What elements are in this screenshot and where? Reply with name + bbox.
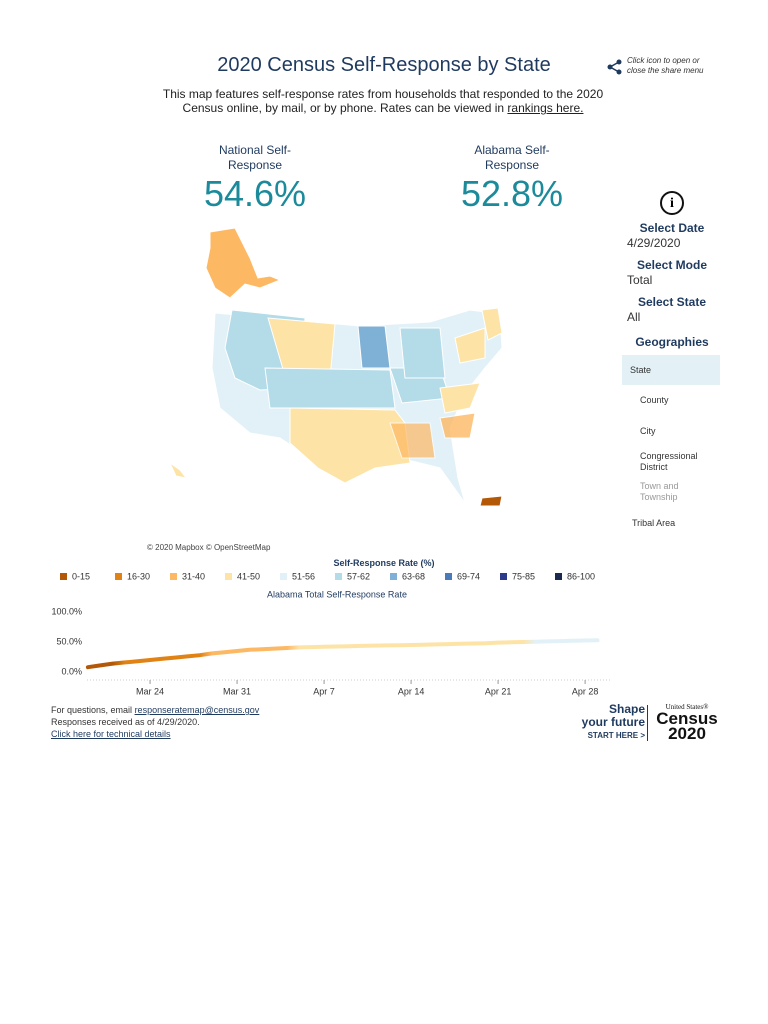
- info-icon[interactable]: i: [659, 190, 685, 216]
- geo-option[interactable]: State: [630, 365, 652, 375]
- legend-label: 75-85: [512, 571, 535, 581]
- y-tick-label: 0.0%: [61, 666, 82, 676]
- filter-label[interactable]: Select State: [637, 295, 707, 309]
- description-text: This map features self-response rates fr…: [162, 87, 604, 115]
- logo-text: United States®: [665, 703, 709, 711]
- filter-value[interactable]: Total: [627, 273, 653, 287]
- questions: For questions, email: [51, 705, 133, 715]
- x-tick-label: Apr 28: [572, 686, 599, 696]
- chart-title: Alabama Total Self-Response Rate: [267, 589, 407, 599]
- rankings-link[interactable]: rankings here.: [507, 101, 584, 115]
- logo-divider: [647, 705, 648, 741]
- share-hint: Click icon to open or close the share me…: [627, 56, 704, 75]
- svg-text:i: i: [670, 196, 674, 211]
- filter-value[interactable]: 4/29/2020: [627, 236, 681, 250]
- geo-option[interactable]: Congressional District: [640, 451, 698, 472]
- map: [168, 227, 503, 507]
- selected-option-bg: [622, 355, 720, 385]
- legend-swatch: [500, 573, 507, 580]
- filter-label[interactable]: Select Mode: [636, 258, 708, 272]
- legend-swatch: [390, 573, 397, 580]
- legend-label: 69-74: [457, 571, 480, 581]
- legend-label: 31-40: [182, 571, 205, 581]
- geo-option[interactable]: City: [640, 426, 656, 436]
- legend-label: 41-50: [237, 571, 260, 581]
- logo-text: Census: [656, 709, 718, 728]
- logo-text: 2020: [668, 724, 706, 743]
- title: 2020 Census Self-Response by State: [217, 54, 551, 76]
- legend-swatch: [115, 573, 122, 580]
- chart: Alabama Total Self-Response Rate 0-15 16-…: [51, 571, 610, 696]
- footer: For questions, email responseratemap@cen…: [51, 704, 259, 740]
- legend-label: 86-100: [567, 571, 595, 581]
- legend-swatch: [555, 573, 562, 580]
- legend-title: Self-Response Rate (%): [333, 558, 435, 568]
- logo-tagline[interactable]: Shape your future START HERE >: [575, 703, 645, 742]
- legend-label: 51-56: [292, 571, 315, 581]
- stat-value: 52.8%: [460, 173, 564, 214]
- x-tick-label: Mar 24: [136, 686, 164, 696]
- logo-text: Shape: [608, 702, 645, 716]
- map-credit: © 2020 Mapbox © OpenStreetMap: [147, 543, 271, 552]
- logo-text: START HERE >: [587, 731, 645, 740]
- share-icon[interactable]: [607, 59, 623, 75]
- filter-value[interactable]: All: [627, 310, 641, 324]
- y-tick-label: 100.0%: [51, 606, 82, 616]
- line: [85, 638, 600, 670]
- stat-value: 54.6%: [203, 173, 307, 214]
- legend-swatch: [445, 573, 452, 580]
- legend-swatch: [280, 573, 287, 580]
- y-tick-label: 50.0%: [56, 636, 82, 646]
- received: Responses received as of 4/29/2020.: [51, 717, 200, 727]
- footer-line: For questions, email responseratemap@cen…: [51, 704, 259, 716]
- legend-swatch: [335, 573, 342, 580]
- stat-label: National Self-Response: [218, 143, 292, 172]
- geo-option[interactable]: Town and Township: [640, 481, 679, 502]
- x-tick-label: Apr 21: [485, 686, 512, 696]
- geo-option[interactable]: Tribal Area: [632, 518, 676, 528]
- email-link[interactable]: responseratemap@census.gov: [134, 705, 260, 715]
- legend-swatch: [60, 573, 67, 580]
- technical-link[interactable]: Click here for technical details: [51, 729, 171, 739]
- geographies-title: Geographies: [635, 335, 709, 349]
- legend-swatch: [170, 573, 177, 580]
- description: This map features self-response rates fr…: [158, 87, 608, 115]
- legend-label: 16-30: [127, 571, 150, 581]
- legend-label: 0-15: [72, 571, 90, 581]
- filter-label[interactable]: Select Date: [639, 221, 705, 235]
- x-tick-label: Apr 7: [313, 686, 335, 696]
- legend-swatch: [225, 573, 232, 580]
- x-tick-label: Apr 14: [398, 686, 425, 696]
- census-logo[interactable]: United States® Census 2020: [652, 703, 722, 743]
- stat-label: Alabama Self-Response: [474, 143, 550, 172]
- logo-text: your future: [581, 715, 645, 729]
- legend-label: 63-68: [402, 571, 425, 581]
- geo-option[interactable]: County: [640, 395, 669, 405]
- legend-label: 57-62: [347, 571, 370, 581]
- x-tick-label: Mar 31: [223, 686, 251, 696]
